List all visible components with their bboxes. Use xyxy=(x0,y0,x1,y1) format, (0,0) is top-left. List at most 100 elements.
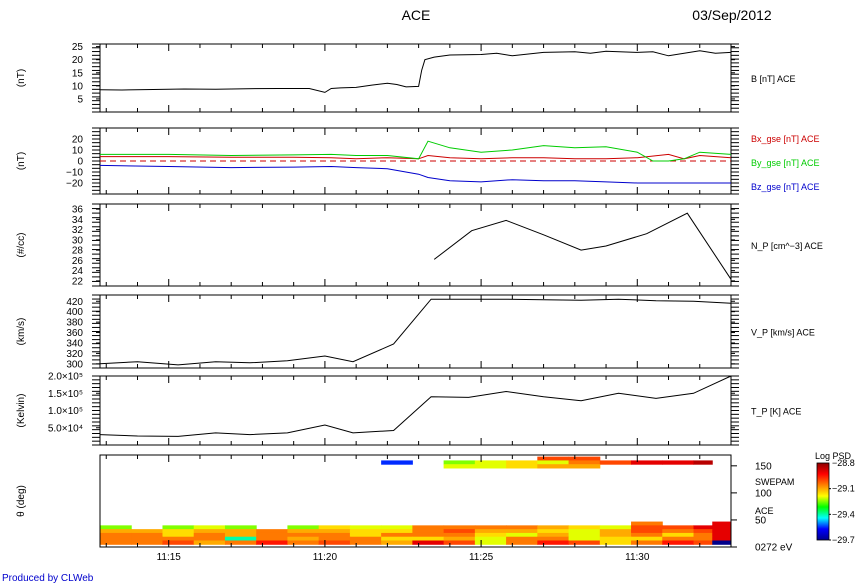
colorbar-tick-label: −29.7 xyxy=(832,535,855,545)
panel-SWEPAM_PSD-cell xyxy=(537,456,570,461)
panel-SWEPAM_PSD-cell xyxy=(131,532,163,538)
colorbar-tick-label: −29.1 xyxy=(832,484,855,494)
panel-SWEPAM_PSD-cell xyxy=(474,540,507,545)
panel-SWEPAM_PSD-cell xyxy=(506,529,538,534)
panel-SWEPAM_PSD-cell xyxy=(693,529,713,534)
panel-SWEPAM_PSD-cell xyxy=(693,536,713,542)
panel-SWEPAM_PSD-cell xyxy=(131,540,163,545)
panel-Bgse-ytick-label: 0 xyxy=(77,157,83,168)
panel-SWEPAM_PSD-cell xyxy=(256,540,288,545)
panel-SWEPAM_PSD-cell xyxy=(537,464,570,469)
panel-SWEPAM_PSD-cell xyxy=(193,540,226,545)
panel-SWEPAM_PSD-cell xyxy=(506,536,538,542)
panel-SWEPAM_PSD-cell xyxy=(162,536,195,542)
colorbar-title: Log PSD xyxy=(815,451,852,461)
panel-SWEPAM_PSD-cell xyxy=(662,536,695,542)
panel-SWEPAM_PSD-cell xyxy=(599,532,632,538)
panel-SWEPAM_PSD-cell xyxy=(224,540,257,545)
panel-SWEPAM_PSD-cell xyxy=(662,540,695,545)
panel-B-ytick-label: 10 xyxy=(72,81,84,92)
panel-SWEPAM_PSD-cell xyxy=(224,529,257,534)
panel-T_P-series-label: T_P [K] ACE xyxy=(751,407,801,417)
panel-SWEPAM_PSD-ytick-label: 0272 eV xyxy=(755,543,793,554)
panel-B-ytick-label: 25 xyxy=(72,42,84,53)
panel-SWEPAM_PSD-cell xyxy=(256,532,288,538)
panel-N_P-ytick-label: 30 xyxy=(72,235,84,246)
panel-SWEPAM_PSD-cell xyxy=(537,540,570,545)
panel-SWEPAM_PSD-cell xyxy=(568,464,601,469)
panel-SWEPAM_PSD-cell xyxy=(568,456,601,461)
footer-credit: Produced by CLWeb xyxy=(2,573,94,584)
time-tick-label: 11:25 xyxy=(469,552,494,563)
panel-SWEPAM_PSD-cell xyxy=(506,464,538,469)
panel-SWEPAM_PSD-cell xyxy=(193,532,226,538)
panel-SWEPAM_PSD-cell xyxy=(287,540,320,545)
panel-N_P-ytick-label: 36 xyxy=(72,205,84,216)
panel-Bgse-series-label: By_gse [nT] ACE xyxy=(751,158,820,168)
panel-SWEPAM_PSD-ylabel: θ (deg) xyxy=(16,485,27,517)
panel-N_P-series-line xyxy=(433,212,732,280)
panel-SWEPAM_PSD-cell xyxy=(662,532,695,538)
panel-SWEPAM_PSD-cell xyxy=(131,529,163,534)
panel-SWEPAM_PSD-cell xyxy=(568,540,601,545)
panel-SWEPAM_PSD-cell xyxy=(474,536,507,542)
panel-SWEPAM_PSD-cell xyxy=(443,464,476,469)
panel-SWEPAM_PSD-cell xyxy=(162,540,195,545)
panel-SWEPAM_PSD-cell xyxy=(537,536,570,542)
time-tick-label: 11:30 xyxy=(625,552,650,563)
panel-V_P-ytick-label: 320 xyxy=(66,349,83,360)
panel-B-frame xyxy=(99,43,732,113)
panel-SWEPAM_PSD-cell xyxy=(318,525,351,530)
panel-SWEPAM_PSD-cell xyxy=(474,525,507,530)
panel-SWEPAM_PSD-cell xyxy=(193,525,226,530)
panel-SWEPAM_PSD-cell xyxy=(100,529,132,534)
panel-SWEPAM_PSD-cell xyxy=(474,532,507,538)
panel-SWEPAM_PSD-cell xyxy=(474,529,507,534)
panel-SWEPAM_PSD-cell xyxy=(224,525,257,530)
panel-SWEPAM_PSD-cell xyxy=(474,460,507,465)
panel-SWEPAM_PSD-cell xyxy=(162,525,195,530)
panel-SWEPAM_PSD-cell xyxy=(443,532,476,538)
panel-Bgse-ytick-label: −10 xyxy=(66,168,83,179)
panel-SWEPAM_PSD-cell xyxy=(162,532,195,538)
panel-SWEPAM_PSD-cell xyxy=(506,525,538,530)
panel-Bgse-series-label: Bx_gse [nT] ACE xyxy=(751,134,820,144)
panel-SWEPAM_PSD-cell xyxy=(318,536,351,542)
panel-SWEPAM_PSD-source-label: ACE xyxy=(755,506,774,516)
panel-V_P-ytick-label: 420 xyxy=(66,297,83,308)
panel-SWEPAM_PSD-cell xyxy=(537,525,570,530)
panel-SWEPAM_PSD-cell xyxy=(287,525,320,530)
panel-SWEPAM_PSD-cell xyxy=(631,460,663,465)
panel-SWEPAM_PSD-cell xyxy=(131,536,163,542)
panel-SWEPAM_PSD-cell xyxy=(349,540,382,545)
panel-SWEPAM_PSD-cell xyxy=(381,540,413,545)
panel-SWEPAM_PSD-cell xyxy=(693,540,713,545)
panel-SWEPAM_PSD-cell xyxy=(631,529,663,534)
panel-SWEPAM_PSD-cell xyxy=(693,460,713,465)
panel-SWEPAM_PSD-cell xyxy=(224,536,257,542)
panel-SWEPAM_PSD-cell xyxy=(443,525,476,530)
panel-SWEPAM_PSD-cell xyxy=(537,532,570,538)
panel-SWEPAM_PSD-cell xyxy=(693,525,713,530)
panel-Bgse-series-line xyxy=(100,140,732,162)
panel-SWEPAM_PSD-cell xyxy=(712,529,732,534)
panel-SWEPAM_PSD-cell xyxy=(318,540,351,545)
panel-SWEPAM_PSD-cell xyxy=(224,532,257,538)
panel-SWEPAM_PSD-cell xyxy=(631,525,663,530)
panel-Bgse-series-label: Bz_gse [nT] ACE xyxy=(751,182,820,192)
panel-SWEPAM_PSD-cell xyxy=(412,525,445,530)
panel-SWEPAM_PSD-cell xyxy=(193,536,226,542)
panel-N_P-series-label: N_P [cm^−3] ACE xyxy=(751,241,823,251)
panel-Bgse-ytick-label: 20 xyxy=(72,135,84,146)
panel-SWEPAM_PSD-cell xyxy=(318,529,351,534)
panel-SWEPAM_PSD-cell xyxy=(443,540,476,545)
panel-SWEPAM_PSD-cell xyxy=(256,529,288,534)
panel-T_P-ytick-label: 2.0×10⁵ xyxy=(48,372,83,383)
panel-SWEPAM_PSD-cell xyxy=(568,536,601,542)
panel-T_P-ytick-label: 1.0×10⁵ xyxy=(48,406,83,417)
panel-SWEPAM_PSD-cell xyxy=(443,529,476,534)
panel-N_P-ytick-label: 28 xyxy=(72,246,84,257)
panel-SWEPAM_PSD-cell xyxy=(631,521,663,526)
panel-SWEPAM_PSD-cell xyxy=(506,460,538,465)
panel-SWEPAM_PSD-cell xyxy=(100,540,132,545)
